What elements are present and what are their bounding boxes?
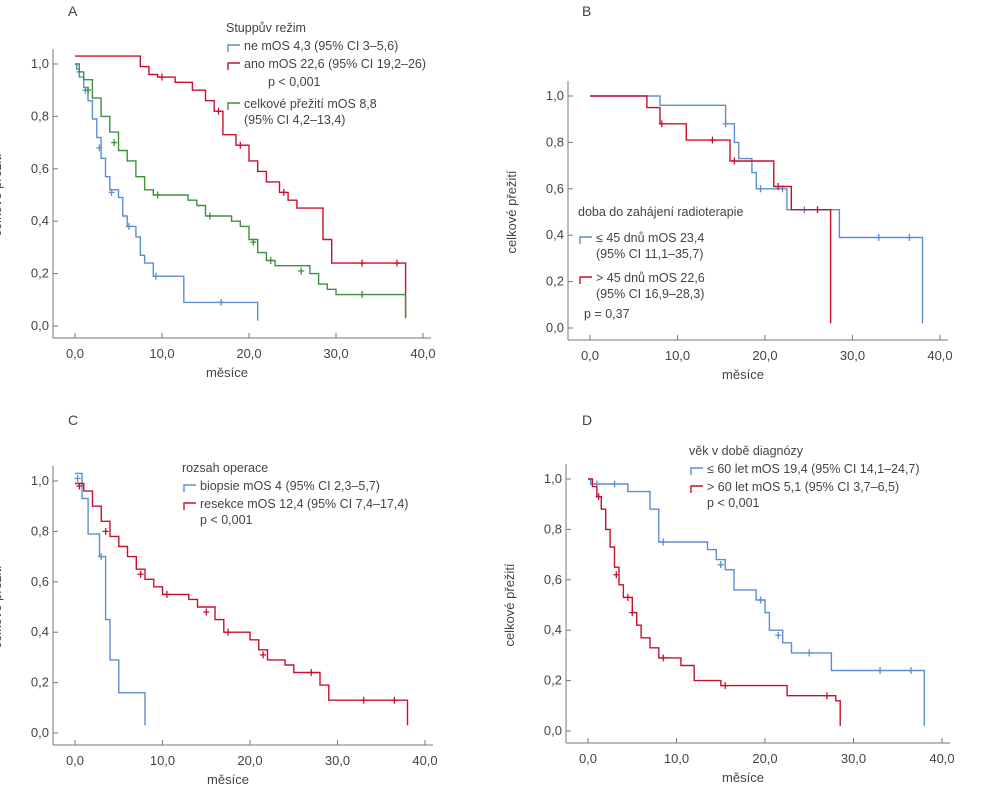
panel-letter: D	[582, 412, 592, 428]
y-tick-label: 0,0	[546, 320, 564, 335]
x-axis-label: měsíce	[206, 365, 248, 380]
y-tick-label: 0,2	[31, 266, 49, 281]
km-curve-red	[75, 55, 407, 319]
legend-label-ci: (95% CI 16,9–28,3)	[596, 287, 704, 301]
y-tick-label: 0,6	[546, 181, 564, 196]
legend-swatch	[227, 102, 240, 110]
legend-title: rozsah operace	[182, 461, 268, 475]
x-tick-label: 30,0	[840, 348, 865, 363]
legend-title: Stuppův režim	[226, 21, 306, 35]
km-curve-blue	[75, 63, 259, 321]
x-tick-label: 0,0	[581, 348, 599, 363]
panel-b: B 0,0 0,2 0,4 0,6 0,8 1,0 0,0 10,0 20,0 30,0 40,0 mě…	[504, 3, 953, 382]
y-tick-label: 1,0	[31, 56, 49, 71]
y-tick-label: 0,6	[31, 161, 49, 176]
legend-swatch	[183, 484, 196, 492]
legend-label: celkové přežití mOS 8,8	[244, 97, 377, 111]
y-axis-label: celkové přežití	[502, 563, 517, 646]
x-tick-label: 30,0	[841, 751, 866, 766]
y-axis-label: celkové přežití	[0, 565, 4, 648]
y-tick-label: 1,0	[31, 473, 49, 488]
y-tick-label: 1,0	[546, 88, 564, 103]
legend-swatch	[690, 485, 703, 493]
x-tick-label: 40,0	[412, 753, 437, 768]
x-axis-label: měsíce	[722, 770, 764, 785]
p-value: p < 0,001	[707, 496, 760, 510]
legend-label: resekce mOS 12,4 (95% CI 7,4–17,4)	[200, 497, 408, 511]
legend-label-ci: (95% CI 4,2–13,4)	[244, 113, 345, 127]
x-tick-label: 30,0	[323, 346, 348, 361]
panel-c: C 0,0 0,2 0,4 0,6 0,8 1,0 0,0 10,0 20,0 30,0 40,0 mě…	[0, 412, 438, 787]
x-tick-label: 20,0	[752, 751, 777, 766]
km-curve-red	[75, 482, 409, 726]
y-tick-label: 0,8	[546, 134, 564, 149]
km-curve-red	[590, 95, 832, 324]
y-tick-label: 0,4	[31, 213, 49, 228]
x-tick-label: 0,0	[66, 753, 84, 768]
x-tick-label: 20,0	[237, 753, 262, 768]
y-tick-label: 0,8	[31, 108, 49, 123]
legend-swatch	[690, 467, 703, 475]
km-curve-red	[588, 478, 841, 726]
y-tick-label: 0,2	[546, 274, 564, 289]
km-curve-blue	[588, 478, 925, 726]
legend-swatch	[579, 236, 592, 244]
x-tick-label: 40,0	[410, 346, 435, 361]
x-axis-label: měsíce	[722, 367, 764, 382]
p-value: p < 0,001	[200, 513, 253, 527]
x-tick-label: 10,0	[665, 348, 690, 363]
km-curve-blue	[590, 95, 924, 324]
p-value: p < 0,001	[268, 75, 321, 89]
panel-a: A 0,0 0,2 0,4 0,6 0,8 1,0 0,0 10,0 20,0 30,0 40,0 mě…	[0, 3, 436, 380]
x-tick-label: 20,0	[236, 346, 261, 361]
y-tick-label: 0,6	[544, 572, 562, 587]
legend-label-ci: (95% CI 11,1–35,7)	[596, 247, 703, 261]
legend-label: ≤ 45 dnů mOS 23,4	[596, 231, 704, 245]
legend-swatch	[227, 62, 240, 70]
y-tick-label: 0,0	[31, 318, 49, 333]
legend-label: > 45 dnů mOS 22,6	[596, 271, 705, 285]
x-tick-label: 10,0	[664, 751, 689, 766]
x-tick-label: 40,0	[927, 348, 952, 363]
p-value: p = 0,37	[584, 307, 630, 321]
y-tick-label: 0,0	[31, 725, 49, 740]
legend-swatch	[227, 44, 240, 52]
y-tick-label: 0,4	[544, 622, 562, 637]
y-axis-label: celkové přežití	[0, 153, 4, 236]
panel-letter: C	[68, 412, 78, 428]
legend-title: doba do zahájení radioterapie	[578, 205, 743, 219]
legend-swatch	[183, 502, 196, 510]
km-curve-blue	[75, 472, 146, 726]
y-axis-label: celkové přežití	[504, 170, 519, 253]
x-tick-label: 40,0	[929, 751, 954, 766]
y-tick-label: 0,0	[544, 723, 562, 738]
km-curve-green	[75, 63, 407, 319]
y-tick-label: 0,8	[31, 523, 49, 538]
x-axis-label: měsíce	[207, 772, 249, 787]
y-tick-label: 0,6	[31, 574, 49, 589]
panel-d: D 0,0 0,2 0,4 0,6 0,8 1,0 0,0 10,0 20,0 30,0 40,0 mě…	[502, 412, 955, 785]
legend-label: > 60 let mOS 5,1 (95% CI 3,7–6,5)	[707, 480, 899, 494]
legend-label: ne mOS 4,3 (95% CI 3–5,6)	[244, 39, 398, 53]
legend-label: biopsie mOS 4 (95% CI 2,3–5,7)	[200, 479, 380, 493]
x-tick-label: 10,0	[149, 346, 174, 361]
legend-swatch	[579, 276, 592, 284]
x-tick-label: 0,0	[579, 751, 597, 766]
panel-letter: A	[68, 3, 78, 19]
panel-letter: B	[582, 3, 591, 19]
legend-label: ano mOS 22,6 (95% CI 19,2–26)	[244, 57, 426, 71]
x-tick-label: 10,0	[150, 753, 175, 768]
x-tick-label: 0,0	[66, 346, 84, 361]
x-tick-label: 30,0	[325, 753, 350, 768]
legend-label: ≤ 60 let mOS 19,4 (95% CI 14,1–24,7)	[707, 462, 920, 476]
y-tick-label: 0,2	[31, 675, 49, 690]
x-tick-label: 20,0	[752, 348, 777, 363]
y-tick-label: 0,4	[546, 227, 564, 242]
y-tick-label: 1,0	[544, 471, 562, 486]
legend-title: věk v době diagnózy	[689, 444, 804, 458]
y-tick-label: 0,4	[31, 624, 49, 639]
y-tick-label: 0,2	[544, 673, 562, 688]
y-tick-label: 0,8	[544, 521, 562, 536]
